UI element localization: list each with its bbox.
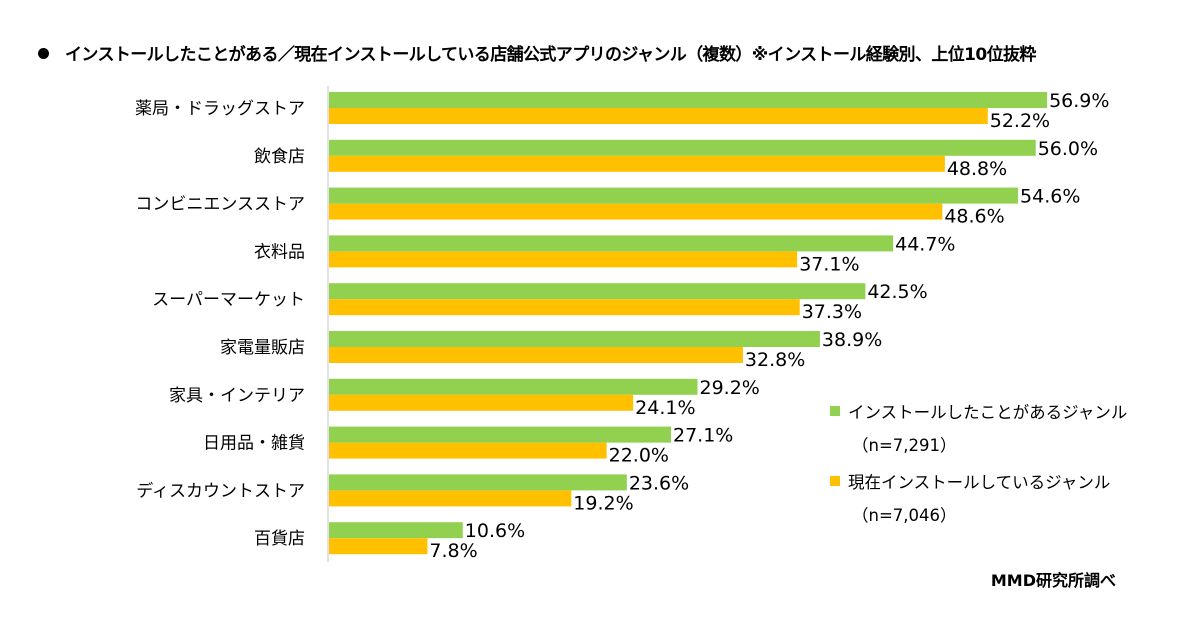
value-label: 23.6% — [629, 472, 689, 494]
value-label: 42.5% — [867, 281, 927, 303]
legend-n: （n=7,046） — [852, 506, 957, 525]
value-label: 19.2% — [573, 492, 633, 514]
bar-installed-now — [329, 251, 798, 268]
legend: インストールしたことがあるジャンル （n=7,291） 現在インストールしている… — [830, 396, 1127, 532]
bar-installed-now — [329, 538, 428, 555]
bar-installed-ever — [329, 331, 820, 347]
source-note: MMD研究所調べ — [990, 571, 1116, 590]
value-label: 7.8% — [429, 540, 477, 562]
chart-title-text: インストールしたことがある／現在インストールしている店舗公式アプリのジャンル（複… — [65, 45, 1036, 65]
value-label: 52.2% — [990, 110, 1050, 132]
value-label: 38.9% — [822, 329, 882, 351]
category-label: 家具・インテリア — [169, 386, 305, 406]
legend-label: インストールしたことがあるジャンル — [848, 403, 1128, 422]
value-label: 56.9% — [1049, 90, 1109, 112]
value-label: 32.8% — [745, 349, 805, 371]
value-label: 27.1% — [673, 425, 733, 447]
bar-installed-ever — [329, 139, 1036, 156]
category-label: ディスカウントストア — [136, 480, 305, 501]
bar-installed-ever — [329, 235, 894, 252]
bar-installed-ever — [329, 283, 866, 300]
value-label: 44.7% — [895, 233, 955, 255]
bar-installed-ever — [329, 426, 672, 443]
category-label: コンビニエンスストア — [135, 195, 305, 215]
category-label: 日用品・雑貨 — [203, 434, 305, 454]
legend-item-installed-ever: インストールしたことがあるジャンル — [830, 396, 1127, 426]
bar-installed-now — [329, 490, 572, 507]
bar-installed-now — [329, 394, 634, 411]
bar-installed-ever — [329, 92, 1048, 108]
value-label: 37.3% — [802, 301, 862, 323]
category-label: 薬局・ドラッグストア — [135, 99, 305, 119]
value-label: 48.8% — [947, 158, 1007, 180]
bullet-icon — [38, 48, 49, 59]
legend-label: 現在インストールしているジャンル — [848, 473, 1111, 492]
bar-installed-ever — [329, 474, 627, 491]
value-label: 29.2% — [700, 377, 760, 399]
category-label: 飲食店 — [254, 147, 305, 167]
category-label: スーパーマーケット — [152, 290, 305, 310]
value-label: 10.6% — [465, 520, 525, 542]
category-label: 百貨店 — [254, 529, 305, 549]
value-label: 22.0% — [609, 445, 669, 467]
legend-n: （n=7,291） — [852, 436, 957, 455]
chart-title: インストールしたことがある／現在インストールしている店舗公式アプリのジャンル（複… — [38, 40, 1036, 65]
bar-installed-now — [329, 155, 945, 172]
bar-installed-now — [329, 347, 743, 363]
legend-swatch-orange — [830, 476, 840, 486]
value-label: 56.0% — [1038, 138, 1098, 160]
bar-installed-ever — [329, 378, 698, 395]
legend-item-installed-now: 現在インストールしているジャンル — [830, 466, 1127, 496]
category-label: 家電量販店 — [220, 338, 305, 358]
bar-installed-now — [329, 299, 800, 316]
bar-installed-ever — [329, 522, 463, 539]
value-label: 48.6% — [944, 206, 1004, 228]
category-label: 衣料品 — [254, 242, 305, 262]
bar-installed-now — [329, 442, 607, 459]
value-label: 54.6% — [1020, 186, 1080, 208]
bar-installed-now — [329, 108, 988, 124]
bar-installed-ever — [329, 187, 1019, 204]
bars-group: 薬局・ドラッグストア 56.9%52.2% 飲食店 56.0% 48.8% コンビニエンス… — [135, 90, 1109, 562]
value-label: 37.1% — [799, 253, 859, 275]
value-label: 24.1% — [635, 397, 695, 419]
legend-swatch-green — [830, 406, 840, 416]
bar-installed-now — [329, 203, 943, 220]
